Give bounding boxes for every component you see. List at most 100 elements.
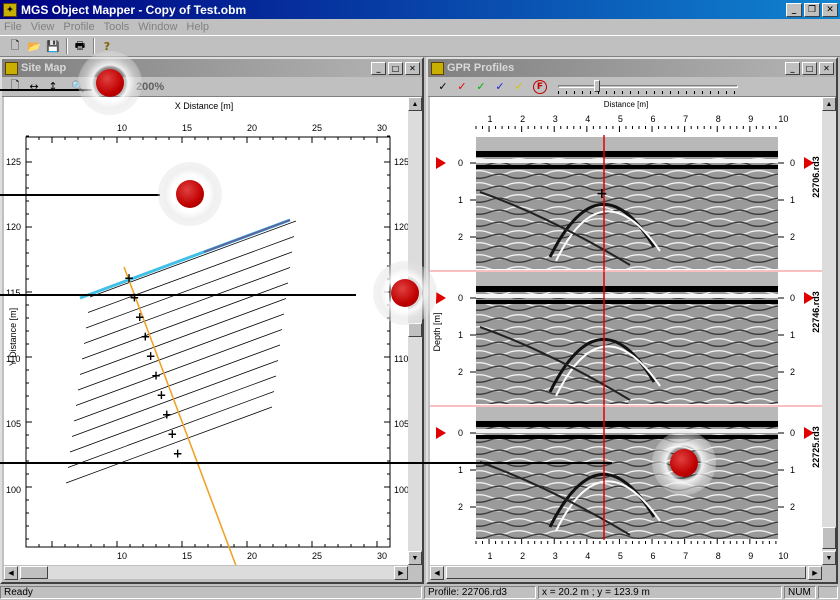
menu-profile[interactable]: Profile: [63, 21, 95, 33]
site-map-vscroll[interactable]: ▲ ▼: [408, 97, 422, 565]
pick-cross-icon: +: [596, 186, 608, 202]
sitemap-close-button[interactable]: ✕: [405, 61, 420, 75]
callout-line: [0, 89, 92, 91]
scroll-thumb[interactable]: [408, 323, 422, 337]
pick-blue-icon[interactable]: ✓: [495, 80, 505, 93]
cross-marker: +: [162, 408, 172, 422]
gpr-close-button[interactable]: ✕: [819, 61, 834, 75]
gain-slider[interactable]: [558, 79, 738, 94]
surface-reflection: [476, 421, 778, 427]
print-icon[interactable]: 🖶: [74, 38, 86, 52]
pick-green-icon[interactable]: ✓: [476, 80, 486, 93]
depth-tick-label: 2: [458, 367, 463, 377]
x-tick-label: 20: [247, 551, 257, 561]
filter-icon[interactable]: F: [533, 79, 547, 94]
profile-line: [79, 298, 287, 375]
site-map-window[interactable]: Site Map _ □ ✕ 🗋 ↔ ↕ 🔍 200% 10 10 15 15 20 20…: [0, 57, 424, 584]
surface-reflection: [476, 151, 778, 157]
profile-line: [67, 391, 275, 468]
new-file-icon[interactable]: 🗋: [10, 38, 20, 52]
page-icon[interactable]: 🗋: [10, 79, 20, 92]
site-map-hscroll[interactable]: ◀ ▶: [4, 565, 408, 580]
gpr-hscroll[interactable]: ◀ ▶: [430, 565, 822, 580]
depth-tick-label: 0: [790, 158, 795, 168]
cross-marker: +: [156, 388, 166, 402]
distance-tick-label: 3: [553, 551, 558, 561]
site-map-title-bar[interactable]: Site Map _ □ ✕: [2, 59, 422, 77]
sitemap-maximize-button[interactable]: □: [388, 61, 403, 75]
close-button[interactable]: ✕: [822, 2, 838, 17]
app-title-bar[interactable]: ✦ MGS Object Mapper - Copy of Test.obm _…: [0, 0, 840, 19]
scroll-down-button[interactable]: ▼: [408, 551, 422, 565]
depth-tick-label: 0: [458, 428, 463, 438]
save-icon[interactable]: 💾: [46, 39, 60, 53]
minimize-button[interactable]: _: [786, 2, 802, 17]
x-tick-label: 10: [117, 551, 127, 561]
pick-black-icon[interactable]: ✓: [438, 80, 448, 93]
x-tick-label: 30: [377, 123, 387, 133]
profile-lines[interactable]: [65, 220, 297, 484]
scroll-left-button[interactable]: ◀: [4, 566, 18, 580]
gpr-toolbar: ✓ ✓ ✓ ✓ ✓ F: [428, 77, 836, 97]
surface-reflection: [476, 159, 778, 163]
scroll-down-button[interactable]: ▼: [822, 551, 836, 565]
x-tick-label: 30: [377, 551, 387, 561]
scroll-thumb[interactable]: [822, 527, 836, 549]
pick-red-icon[interactable]: ✓: [457, 80, 467, 93]
hyperbola-reflection: [555, 480, 661, 532]
y-axis-label: Y Distance [m]: [8, 308, 18, 366]
surface-marker-icon: [804, 157, 814, 169]
scroll-right-button[interactable]: ▶: [394, 566, 408, 580]
gpr-vscroll[interactable]: ▲ ▼: [822, 97, 836, 565]
scroll-up-button[interactable]: ▲: [822, 97, 836, 111]
profile-line: [89, 220, 297, 298]
depth-tick-label: 0: [458, 158, 463, 168]
gpr-maximize-button[interactable]: □: [802, 61, 817, 75]
depth-tick-label: 2: [790, 502, 795, 512]
y-tick-label: 115: [6, 288, 20, 298]
gpr-profiles-window[interactable]: GPR Profiles _ □ ✕ ✓ ✓ ✓ ✓ ✓ F Distance …: [426, 57, 838, 584]
scroll-thumb[interactable]: [20, 566, 48, 579]
pan-horizontal-icon[interactable]: ↔: [29, 80, 39, 93]
gpr-minimize-button[interactable]: _: [785, 61, 800, 75]
surface-reflection: [476, 429, 778, 433]
menu-window[interactable]: Window: [138, 21, 178, 33]
depth-tick-label: 1: [790, 330, 795, 340]
x-tick-label: 15: [182, 551, 192, 561]
surface-reflection: [476, 165, 778, 169]
distance-tick-label: 4: [585, 114, 590, 124]
distance-tick-label: 7: [683, 551, 688, 561]
sitemap-minimize-button[interactable]: _: [371, 61, 386, 75]
pick-yellow-icon[interactable]: ✓: [514, 80, 524, 93]
y-tick-label: 105: [6, 419, 21, 429]
help-icon[interactable]: ?: [103, 39, 111, 53]
distance-tick-label: 5: [618, 551, 623, 561]
gpr-title-bar[interactable]: GPR Profiles _ □ ✕: [428, 59, 836, 77]
pan-vertical-icon[interactable]: ↕: [48, 80, 58, 93]
scroll-up-button[interactable]: ▲: [408, 97, 422, 111]
y-tick-label: 100: [6, 485, 21, 495]
hotspot-marker: [652, 431, 716, 495]
menu-view[interactable]: View: [30, 21, 55, 33]
menu-help[interactable]: Help: [186, 21, 210, 33]
profile-name-label: 22725.rd3: [811, 426, 821, 468]
profile-line-selected[interactable]: [203, 219, 291, 253]
scroll-left-button[interactable]: ◀: [430, 566, 444, 580]
air-wave-band: [476, 272, 778, 286]
open-folder-icon[interactable]: 📂: [27, 39, 41, 53]
depth-tick-label: 0: [458, 293, 463, 303]
menu-tools[interactable]: Tools: [103, 21, 130, 33]
dipping-reflection: [479, 461, 631, 536]
site-map-toolbar: 🗋 ↔ ↕ 🔍 200%: [2, 77, 422, 97]
menu-file[interactable]: File: [4, 21, 22, 33]
surface-marker-icon: [436, 292, 446, 304]
cross-marker: +: [140, 330, 150, 344]
scroll-right-button[interactable]: ▶: [808, 566, 822, 580]
distance-tick-label: 8: [716, 114, 721, 124]
cross-profile-line[interactable]: [123, 266, 241, 565]
status-profile: Profile: 22706.rd3: [424, 586, 536, 599]
scroll-thumb[interactable]: [446, 566, 806, 579]
restore-button[interactable]: ❐: [804, 2, 820, 17]
